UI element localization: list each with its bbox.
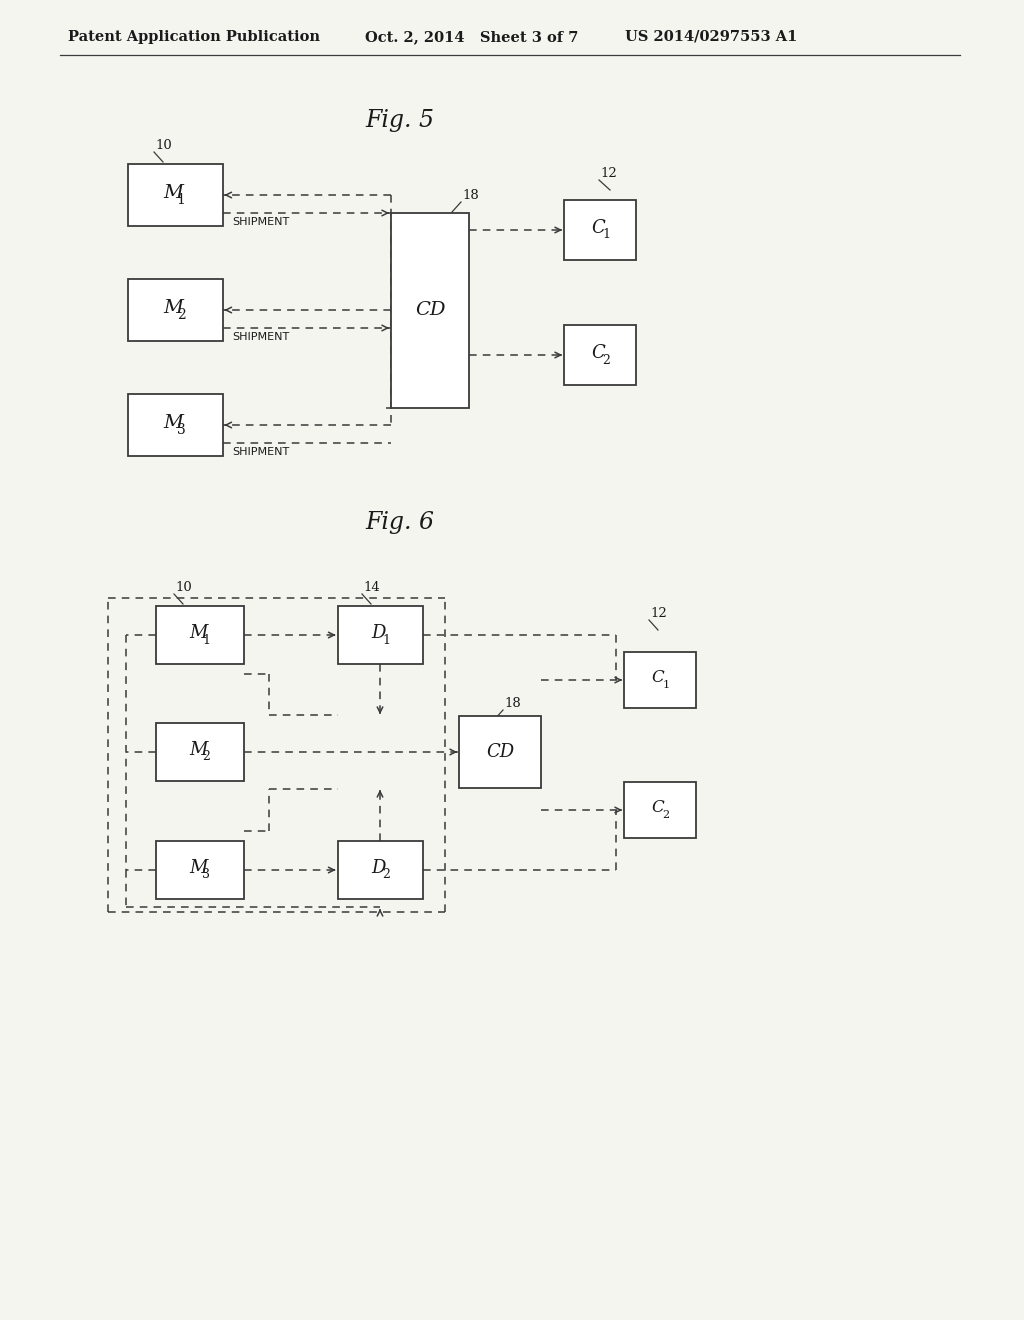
Text: M: M xyxy=(188,741,207,759)
Text: US 2014/0297553 A1: US 2014/0297553 A1 xyxy=(625,30,798,44)
Bar xyxy=(128,393,222,455)
Text: 1: 1 xyxy=(176,193,185,207)
Text: CD: CD xyxy=(415,301,445,319)
Text: SHIPMENT: SHIPMENT xyxy=(232,333,290,342)
Text: 3: 3 xyxy=(202,869,210,882)
Text: M: M xyxy=(163,414,183,432)
Bar xyxy=(624,781,696,838)
Bar xyxy=(156,606,244,664)
Bar xyxy=(338,841,423,899)
Text: 2: 2 xyxy=(176,308,185,322)
Text: 2: 2 xyxy=(602,354,610,367)
Text: 10: 10 xyxy=(155,139,172,152)
Text: 1: 1 xyxy=(602,228,610,242)
Bar xyxy=(459,715,541,788)
Bar xyxy=(156,841,244,899)
Bar xyxy=(564,325,636,385)
Text: Patent Application Publication: Patent Application Publication xyxy=(68,30,319,44)
Text: M: M xyxy=(188,859,207,876)
Text: D: D xyxy=(371,859,385,876)
Text: C: C xyxy=(591,345,605,362)
Text: M: M xyxy=(188,624,207,642)
Text: Fig. 6: Fig. 6 xyxy=(366,511,434,533)
Text: 1: 1 xyxy=(382,634,390,647)
Bar xyxy=(128,279,222,341)
Bar xyxy=(624,652,696,708)
Bar xyxy=(391,213,469,408)
Bar xyxy=(338,606,423,664)
Text: 1: 1 xyxy=(663,680,670,690)
Text: D: D xyxy=(371,624,385,642)
Text: 18: 18 xyxy=(504,697,521,710)
Text: 2: 2 xyxy=(663,810,670,820)
Text: Oct. 2, 2014   Sheet 3 of 7: Oct. 2, 2014 Sheet 3 of 7 xyxy=(365,30,579,44)
Text: Fig. 5: Fig. 5 xyxy=(366,108,434,132)
Bar xyxy=(156,723,244,781)
Text: SHIPMENT: SHIPMENT xyxy=(232,216,290,227)
Text: C: C xyxy=(651,800,665,817)
Bar xyxy=(128,164,222,226)
Text: M: M xyxy=(163,300,183,317)
Text: 12: 12 xyxy=(600,168,616,180)
Bar xyxy=(564,201,636,260)
Text: C: C xyxy=(591,219,605,238)
Text: 12: 12 xyxy=(650,607,667,620)
Text: 10: 10 xyxy=(175,581,191,594)
Text: 2: 2 xyxy=(202,751,210,763)
Text: SHIPMENT: SHIPMENT xyxy=(232,447,290,457)
Text: 1: 1 xyxy=(202,634,210,647)
Text: C: C xyxy=(651,669,665,686)
Text: M: M xyxy=(163,183,183,202)
Text: 2: 2 xyxy=(382,869,390,882)
Text: 18: 18 xyxy=(462,189,479,202)
Text: 14: 14 xyxy=(362,581,380,594)
Text: 3: 3 xyxy=(176,422,185,437)
Text: CD: CD xyxy=(486,743,514,762)
